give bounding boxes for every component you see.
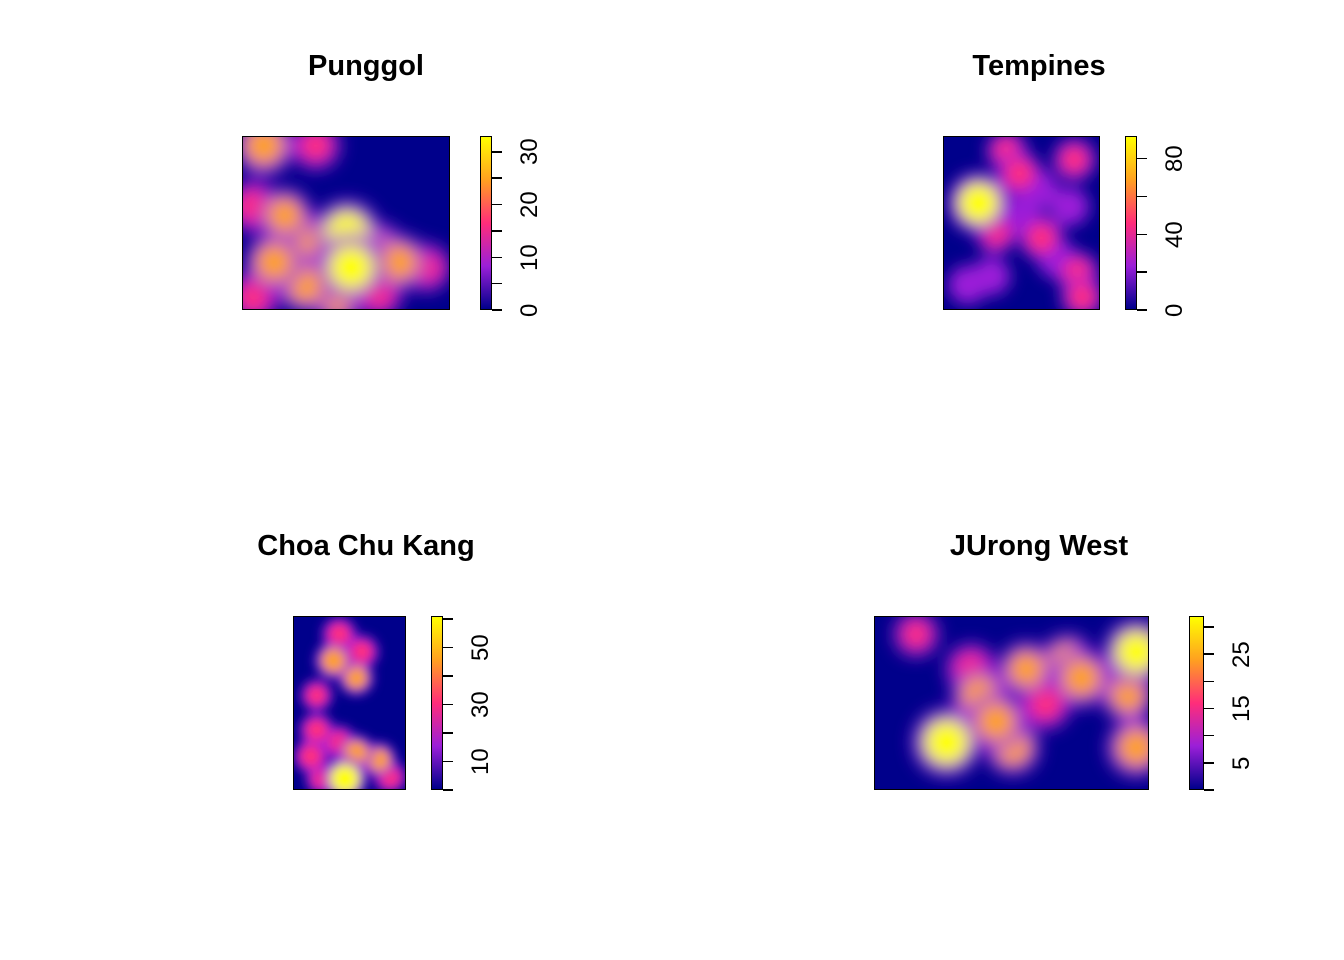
- density-blob: [255, 243, 294, 282]
- colorbar-tick-label: 25: [1228, 640, 1255, 668]
- colorbar-tick: [1204, 734, 1214, 737]
- colorbar-tick: [1137, 157, 1147, 160]
- colorbar: [431, 616, 443, 790]
- colorbar-tick-label: 15: [1228, 695, 1255, 722]
- density-blob: [266, 197, 303, 234]
- density-blob: [1068, 283, 1097, 309]
- density-blob: [1008, 651, 1045, 688]
- density-blob: [299, 137, 332, 162]
- density-blob: [1026, 223, 1057, 253]
- colorbar-tick: [443, 646, 453, 649]
- colorbar-tick: [1204, 653, 1214, 655]
- density-blob: [976, 702, 1016, 741]
- density-blob: [344, 666, 368, 690]
- density-blob: [1028, 687, 1063, 721]
- colorbar-tick: [492, 151, 502, 153]
- density-blob: [1004, 158, 1035, 189]
- colorbar-tick-label: 5: [1228, 756, 1255, 770]
- colorbar-tick: [492, 282, 502, 285]
- density-blob: [901, 619, 932, 650]
- colorbar-tick: [1204, 789, 1214, 791]
- density-blob: [244, 137, 284, 166]
- colorbar-tick: [492, 230, 502, 232]
- density-map: [293, 616, 406, 790]
- density-blob: [306, 684, 327, 706]
- density-blob: [1110, 677, 1146, 713]
- colorbar-tick-label: 0: [516, 303, 543, 317]
- colorbar-tick-label: 50: [467, 634, 494, 661]
- colorbar-tick-label: 80: [1161, 145, 1188, 173]
- density-blob: [1114, 630, 1148, 674]
- density-surface: [294, 617, 405, 789]
- colorbar-tick: [443, 732, 453, 734]
- colorbar-tick: [443, 760, 453, 763]
- density-blob: [328, 244, 374, 291]
- density-blob: [1116, 728, 1148, 767]
- colorbar-tick: [492, 203, 502, 206]
- density-blob: [958, 182, 999, 224]
- colorbar-tick-label: 30: [516, 138, 543, 166]
- panel-title: Punggol: [308, 50, 424, 82]
- colorbar: [1125, 136, 1137, 310]
- panel-title: JUrong West: [949, 530, 1129, 562]
- density-blob: [321, 648, 346, 673]
- density-blob: [954, 271, 981, 298]
- colorbar: [1189, 616, 1204, 790]
- colorbar-tick-label: 10: [467, 748, 494, 775]
- density-blob: [350, 640, 373, 663]
- colorbar: [480, 136, 492, 310]
- density-blob: [299, 744, 323, 768]
- density-blob: [923, 719, 970, 765]
- colorbar-tick: [492, 256, 502, 259]
- density-blob: [327, 623, 351, 646]
- colorbar-tick: [443, 618, 453, 620]
- density-blob: [1061, 658, 1101, 698]
- panel-title: Choa Chu Kang: [257, 530, 475, 562]
- density-surface: [947, 137, 1099, 309]
- colorbar-tick: [1137, 195, 1147, 198]
- panel-title: Tempines: [972, 50, 1106, 82]
- density-blob: [380, 243, 418, 281]
- density-map: [874, 616, 1149, 790]
- colorbar-tick: [1137, 309, 1147, 311]
- colorbar-tick: [443, 703, 453, 706]
- colorbar-tick: [492, 177, 502, 179]
- colorbar-tick-label: 40: [1161, 221, 1188, 248]
- density-surface: [894, 617, 1148, 777]
- colorbar-tick: [443, 675, 453, 677]
- colorbar-tick-label: 0: [1161, 303, 1188, 317]
- colorbar-tick: [1137, 271, 1147, 273]
- colorbar-tick: [443, 789, 453, 791]
- colorbar-tick: [1204, 680, 1214, 682]
- density-blob: [1060, 145, 1089, 174]
- density-map: [943, 136, 1100, 310]
- colorbar-tick: [1204, 762, 1214, 764]
- colorbar-tick: [1204, 626, 1214, 628]
- density-blob: [1056, 193, 1083, 220]
- colorbar-tick-label: 20: [516, 191, 543, 219]
- density-blob: [305, 718, 328, 742]
- colorbar-tick: [1204, 707, 1214, 710]
- colorbar-tick-label: 30: [467, 691, 494, 718]
- colorbar-tick-label: 10: [516, 244, 543, 271]
- density-map: [242, 136, 450, 310]
- density-surface: [243, 137, 449, 309]
- colorbar-tick: [1137, 233, 1147, 236]
- colorbar-tick: [492, 309, 502, 311]
- density-blob: [330, 764, 360, 789]
